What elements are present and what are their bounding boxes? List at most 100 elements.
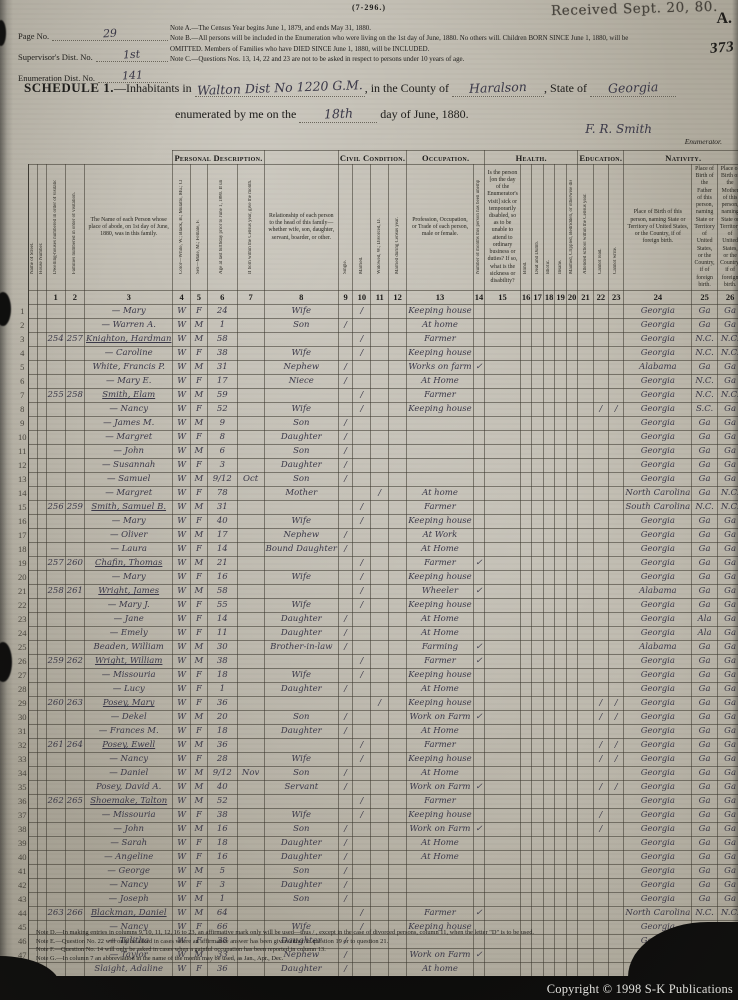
- census-cell-maim: [565, 681, 579, 697]
- census-cell-dw: [45, 443, 66, 459]
- census-cell-dw: [45, 359, 66, 375]
- census-cell-a: 52: [207, 793, 238, 809]
- column-label: Widowed, W.; Divorced, D.: [370, 164, 389, 291]
- census-cell-house: [36, 905, 47, 921]
- census-cell-blind: [519, 737, 533, 753]
- census-cell-c: W: [172, 905, 191, 921]
- census-cell-blind: [519, 681, 533, 697]
- census-cell-idio: [542, 709, 556, 725]
- enumerated-line: enumerated by me on the 18th day of June…: [175, 105, 469, 123]
- census-cell-street: [27, 625, 38, 641]
- census-cell-a: 16: [207, 849, 238, 865]
- census-cell-sick: [484, 653, 521, 669]
- census-cell-m: [352, 429, 372, 445]
- census-cell-wr: [608, 863, 625, 879]
- census-cell-fam: [64, 569, 85, 585]
- census-cell-c: W: [172, 625, 191, 641]
- census-table: Personal Description. Civil Condition. Occ…: [17, 150, 738, 1000]
- census-cell-rel: Daughter: [263, 835, 339, 851]
- census-cell-rel: Wife: [263, 401, 339, 417]
- census-cell-m: [352, 317, 372, 333]
- census-cell-un: [472, 695, 486, 711]
- census-cell-wr: [608, 359, 625, 375]
- column-label: Deaf and Dumb.: [531, 164, 544, 291]
- note-e: Note E.—Question No. 22 will only be ask…: [36, 937, 389, 945]
- census-cell-house: [36, 807, 47, 823]
- census-cell-occ: [406, 863, 474, 879]
- census-cell-sch: [577, 611, 594, 627]
- census-cell-sick: [484, 877, 521, 893]
- census-cell-w: [370, 667, 389, 683]
- page-number-stamp: 373: [709, 38, 735, 58]
- census-cell-bp: Georgia: [623, 303, 693, 319]
- census-cell-deaf: [531, 737, 544, 753]
- census-cell-fb: N.C.: [691, 373, 718, 389]
- column-label: Idiotic.: [542, 164, 556, 291]
- census-cell-rd: [592, 527, 610, 543]
- census-cell-idio: [542, 625, 556, 641]
- census-cell-fam: [64, 961, 85, 977]
- census-cell-rel: Daughter: [263, 611, 339, 627]
- date-value: 18th: [323, 105, 354, 122]
- census-cell-s: /: [337, 779, 354, 795]
- census-cell-w: [370, 555, 389, 571]
- census-cell-rd: [592, 415, 610, 431]
- census-cell-rd: [592, 583, 610, 599]
- census-cell-wr: /: [608, 401, 625, 417]
- census-cell-m: [352, 527, 372, 543]
- census-cell-ins: [554, 863, 567, 879]
- enumeration-dist-fill: 141: [97, 68, 168, 83]
- census-cell-rd: [592, 345, 610, 361]
- census-row: 39— Sarah W F 18 Daughter / At Home Georgia Ga Ga…: [17, 835, 738, 851]
- census-cell-mc: [387, 499, 408, 515]
- census-cell-rd: [592, 863, 610, 879]
- census-cell-a: 9/12: [207, 765, 238, 781]
- census-cell-m: /: [352, 583, 372, 599]
- census-cell-w: [370, 541, 389, 557]
- census-cell-rd: /: [592, 401, 610, 417]
- census-cell-s: [337, 751, 354, 767]
- note-f: Note F.—Question No. 14 will only be ask…: [36, 946, 326, 954]
- census-cell-c: W: [172, 653, 191, 669]
- census-cell-fam: [64, 877, 85, 893]
- census-cell-blind: [519, 345, 533, 361]
- census-cell-street: [27, 695, 38, 711]
- column-label: Families numbered in order of visitation…: [64, 164, 85, 291]
- supervisor-dist-value: 1st: [122, 47, 141, 62]
- census-cell-sick: [484, 345, 521, 361]
- census-cell-rel: Daughter: [263, 625, 339, 641]
- census-cell-s: /: [337, 639, 354, 655]
- census-cell-rel: Son: [263, 821, 339, 837]
- census-cell-deaf: [531, 541, 544, 557]
- census-cell-fb: Ala: [691, 611, 718, 627]
- census-cell-ins: [554, 471, 567, 487]
- census-cell-rd: [592, 471, 610, 487]
- census-cell-mc: [387, 345, 408, 361]
- census-cell-dw: [45, 849, 66, 865]
- census-cell-maim: [565, 863, 579, 879]
- census-cell-a: 38: [207, 653, 238, 669]
- census-cell-deaf: [531, 555, 544, 571]
- census-cell-ins: [554, 667, 567, 683]
- census-cell-idio: [542, 877, 556, 893]
- census-cell-sch: [577, 457, 594, 473]
- census-cell-sch: [577, 331, 594, 347]
- census-cell-ins: [554, 597, 567, 613]
- census-cell-a: 59: [207, 387, 238, 403]
- census-cell-bp: Georgia: [623, 835, 693, 851]
- census-cell-house: [36, 457, 47, 473]
- census-cell-rd: [592, 541, 610, 557]
- census-cell-blind: [519, 849, 533, 865]
- census-cell-rel: Son: [263, 443, 339, 459]
- census-cell-x: M: [189, 555, 209, 571]
- census-cell-fam: [64, 415, 85, 431]
- census-cell-wr: [608, 905, 625, 921]
- census-cell-c: W: [172, 821, 191, 837]
- census-cell-s: [337, 807, 354, 823]
- census-cell-w: [370, 527, 389, 543]
- census-cell-fam: [64, 709, 85, 725]
- census-cell-idio: [542, 807, 556, 823]
- census-cell-sick: [484, 891, 521, 907]
- census-cell-bp: Georgia: [623, 401, 693, 417]
